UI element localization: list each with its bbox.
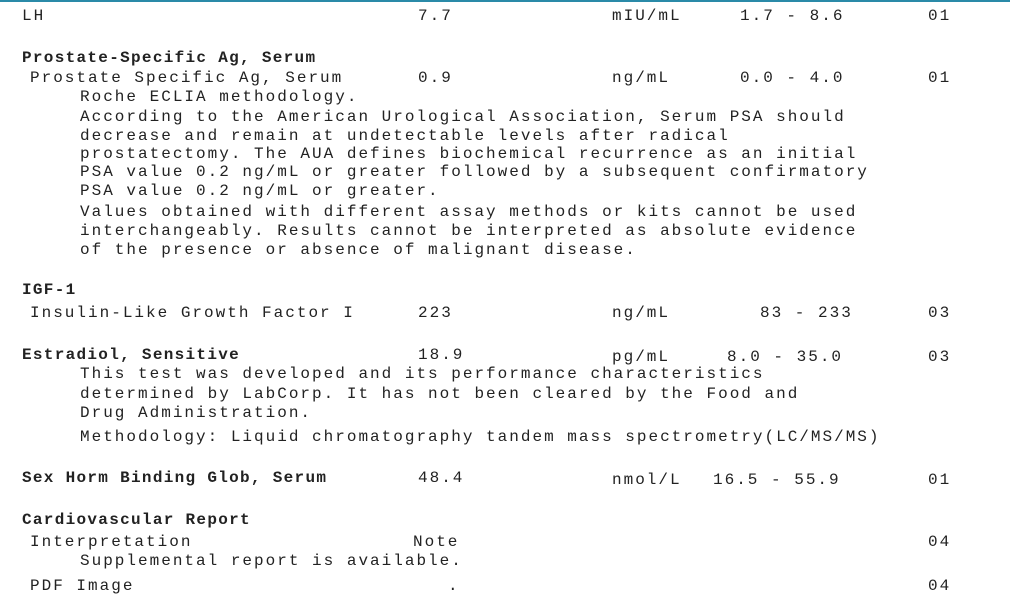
test-name: Insulin-Like Growth Factor I bbox=[30, 304, 355, 322]
comment-line: Values obtained with different assay met… bbox=[80, 203, 858, 221]
test-unit: nmol/L bbox=[612, 471, 682, 489]
test-name: Interpretation bbox=[30, 533, 193, 551]
comment-line: determined by LabCorp. It has not been c… bbox=[80, 385, 800, 403]
top-divider bbox=[0, 0, 1010, 2]
test-range: 8.0 - 35.0 bbox=[727, 348, 844, 366]
lab-code: 03 bbox=[928, 348, 952, 366]
test-range: 0.0 - 4.0 bbox=[740, 69, 845, 87]
comment-line: interchangeably. Results cannot be inter… bbox=[80, 222, 858, 240]
comment-line: Supplemental report is available. bbox=[80, 552, 463, 570]
comment-line: This test was developed and its performa… bbox=[80, 365, 765, 383]
comment-line: According to the American Urological Ass… bbox=[80, 108, 846, 126]
test-range: 1.7 - 8.6 bbox=[740, 7, 845, 25]
lab-code: 03 bbox=[928, 304, 952, 322]
section-header-igf: IGF-1 bbox=[22, 281, 77, 299]
test-value: 48.4 bbox=[418, 469, 465, 487]
test-name: LH bbox=[22, 7, 46, 25]
test-name: Sex Horm Binding Glob, Serum bbox=[22, 469, 328, 487]
test-name: Estradiol, Sensitive bbox=[22, 346, 241, 364]
comment-line: PSA value 0.2 ng/mL or greater followed … bbox=[80, 163, 869, 181]
comment-line: PSA value 0.2 ng/mL or greater. bbox=[80, 182, 440, 200]
lab-code: 01 bbox=[928, 471, 952, 489]
section-header-cardiovascular: Cardiovascular Report bbox=[22, 511, 251, 529]
test-value: 223 bbox=[418, 304, 453, 322]
test-name: Prostate Specific Ag, Serum bbox=[30, 69, 344, 87]
lab-code: 01 bbox=[928, 69, 952, 87]
comment-line: Drug Administration. bbox=[80, 404, 313, 422]
lab-code: 01 bbox=[928, 7, 952, 25]
test-value: 0.9 bbox=[418, 69, 453, 87]
lab-code: 04 bbox=[928, 533, 952, 551]
test-value: Note bbox=[413, 533, 460, 551]
test-unit: ng/mL bbox=[612, 304, 671, 322]
test-value: 7.7 bbox=[418, 7, 453, 25]
test-unit: ng/mL bbox=[612, 69, 671, 87]
comment-line: Methodology: Liquid chromatography tande… bbox=[80, 428, 881, 446]
comment-line: Roche ECLIA methodology. bbox=[80, 88, 359, 106]
test-unit: mIU/mL bbox=[612, 7, 682, 25]
test-value: 18.9 bbox=[418, 346, 465, 364]
test-range: 83 - 233 bbox=[760, 304, 853, 322]
test-value: . bbox=[448, 577, 460, 595]
comment-line: prostatectomy. The AUA defines biochemic… bbox=[80, 145, 858, 163]
test-unit: pg/mL bbox=[612, 348, 671, 366]
comment-line: of the presence or absence of malignant … bbox=[80, 241, 637, 259]
lab-code: 04 bbox=[928, 577, 952, 595]
comment-line: decrease and remain at undetectable leve… bbox=[80, 127, 730, 145]
test-range: 16.5 - 55.9 bbox=[713, 471, 841, 489]
test-name: PDF Image bbox=[30, 577, 135, 595]
section-header-psa: Prostate-Specific Ag, Serum bbox=[22, 49, 317, 67]
